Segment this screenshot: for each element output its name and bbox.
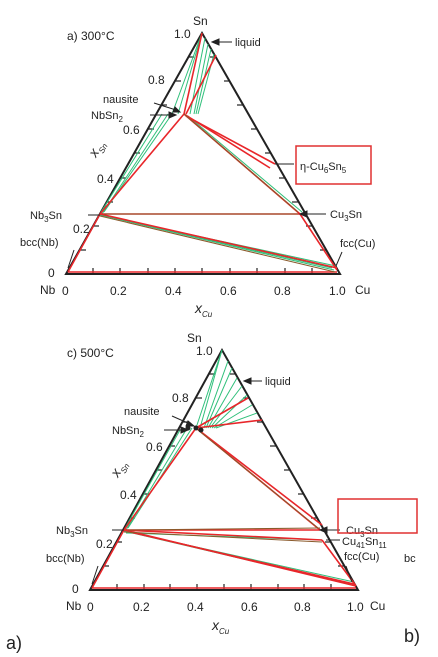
left-tick-1: 0.2: [96, 537, 113, 551]
left-tick-0: 0: [72, 582, 79, 596]
bottom-tick-3: 0.6: [220, 284, 237, 298]
tick-marks: [80, 56, 326, 274]
y-axis-label: xSn: [84, 136, 110, 161]
x-axis-label: xCu: [211, 617, 230, 636]
left-tick-5: 1.0: [174, 27, 191, 41]
phase-label-nbsn2: NbSn2: [91, 110, 124, 124]
label-b: b): [404, 626, 421, 646]
phase-label-bccnb: bcc(Nb): [46, 553, 85, 565]
tick-marks: [103, 373, 344, 590]
phase-label-cu3sn: Cu3Sn: [330, 209, 362, 223]
phase-label-cu41sn11: Cu41Sn11: [342, 536, 387, 550]
cu3sn-highlight-box: [337, 498, 418, 534]
corner-right-label: Cu: [370, 599, 385, 613]
phase-label-liquid: liquid: [235, 37, 261, 49]
phase-label-nb3sn: Nb3Sn: [30, 210, 62, 224]
pointer-arrows: [67, 38, 343, 269]
corner-top-label: Sn: [193, 14, 208, 28]
x-axis-label: xCu: [194, 300, 213, 319]
brown-tie-lines: [99, 113, 336, 273]
panel-title: c) 500°C: [67, 346, 114, 360]
panel-title: a) 300°C: [67, 29, 115, 43]
phase-label-bccnb: bcc(Nb): [20, 237, 59, 249]
panel-500c: c) 500°C Sn: [46, 331, 418, 636]
bottom-tick-1: 0.2: [110, 284, 127, 298]
phase-label-nausite: nausite: [103, 94, 138, 106]
bottom-tick-0: 0: [62, 284, 69, 298]
bottom-tick-5: 1.0: [347, 600, 364, 614]
pointer-arrows: [91, 377, 353, 585]
left-tick-3: 0.6: [146, 440, 163, 454]
panel-300c: a) 300°C Sn: [20, 14, 375, 319]
bottom-tick-0: 0: [87, 600, 94, 614]
phase-label-bc-cut: bc: [404, 553, 416, 565]
corner-right-label: Cu: [355, 283, 370, 297]
phase-label-nbsn2: NbSn2: [112, 425, 145, 439]
bottom-tick-4: 0.8: [294, 600, 311, 614]
left-tick-4: 0.8: [148, 73, 165, 87]
phase-label-fcccu: fcc(Cu): [344, 551, 379, 563]
left-tick-3: 0.6: [123, 123, 140, 137]
eta-highlight-box: [295, 145, 372, 185]
phase-label-fcccu: fcc(Cu): [340, 238, 375, 250]
corner-top-label: Sn: [187, 331, 202, 345]
bottom-tick-2: 0.4: [165, 284, 182, 298]
left-tick-1: 0.2: [73, 222, 90, 236]
left-tick-2: 0.4: [97, 172, 114, 186]
bottom-tick-5: 1.0: [329, 284, 346, 298]
phase-label-nb3sn: Nb3Sn: [56, 525, 88, 539]
phase-label-nausite: nausite: [124, 406, 159, 418]
brown-tie-lines: [123, 429, 323, 543]
phase-label-eta: η-Cu6Sn5: [300, 161, 347, 175]
left-tick-2: 0.4: [120, 488, 137, 502]
corner-left-label: Nb: [40, 283, 56, 297]
bottom-tick-2: 0.4: [187, 600, 204, 614]
phase-label-liquid: liquid: [265, 376, 291, 388]
bottom-tick-3: 0.6: [241, 600, 258, 614]
corner-left-label: Nb: [66, 599, 82, 613]
label-a: a): [6, 633, 23, 653]
left-tick-0: 0: [48, 266, 55, 280]
bottom-tick-1: 0.2: [133, 600, 150, 614]
y-axis-label: xSn: [106, 456, 132, 481]
left-tick-4: 0.8: [172, 391, 189, 405]
left-tick-5: 1.0: [196, 344, 213, 358]
phase-label-cu3sn: Cu3Sn: [346, 525, 378, 539]
bottom-tick-4: 0.8: [274, 284, 291, 298]
